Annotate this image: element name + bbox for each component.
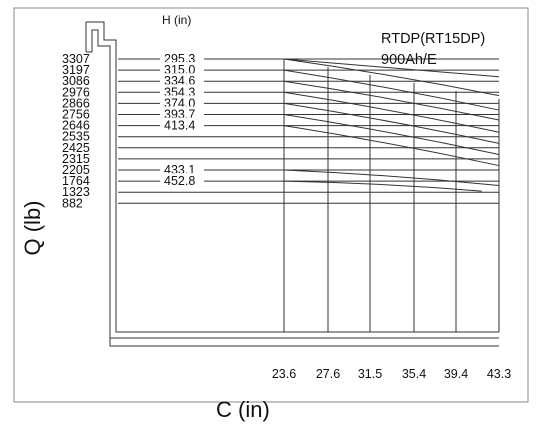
envelope-line: [283, 58, 500, 78]
x-tick-label: 31.5: [358, 367, 382, 381]
load-curve: [283, 91, 500, 133]
x-axis-title: C (in): [216, 397, 270, 422]
y-tick-label: 1323: [62, 185, 90, 199]
y-axis-title: Q (lb): [20, 201, 45, 256]
h-label-bg: [160, 173, 204, 185]
h-tick-label: 413.4: [164, 119, 195, 133]
h-label-bg: [160, 117, 204, 129]
x-tick-label: 35.4: [402, 367, 426, 381]
y-tick-label: 3197: [62, 63, 90, 77]
model-label: RTDP(RT15DP): [381, 31, 485, 47]
y-tick-label: 2646: [62, 119, 90, 133]
y-tick-label: 2315: [62, 152, 90, 166]
y-tick-label: 3307: [62, 52, 90, 66]
load-curve: [283, 69, 500, 111]
load-curve: [283, 58, 500, 97]
h-tick-label: 452.8: [164, 174, 195, 188]
h-axis-title: H (in): [162, 13, 191, 27]
h-label-bg: [160, 95, 204, 107]
h-label-bg: [160, 162, 204, 173]
load-curve: [283, 114, 500, 155]
y-tick-label: 2756: [62, 108, 90, 122]
load-curve: [283, 169, 500, 187]
h-label-bg: [160, 62, 204, 74]
mast-outline: [85, 21, 499, 347]
y-tick-label: 2976: [62, 85, 90, 99]
x-tick-label: 23.6: [272, 367, 296, 381]
y-tick-label: 2205: [62, 163, 90, 177]
y-tick-label: 1764: [62, 174, 90, 188]
y-tick-label: 2535: [62, 130, 90, 144]
x-tick-label: 27.6: [316, 367, 340, 381]
h-label-bg: [160, 51, 204, 62]
h-label-bg: [160, 106, 204, 118]
x-tick-label: 39.4: [444, 367, 468, 381]
spec-label: 900Ah/E: [381, 52, 437, 68]
chart-frame: [13, 7, 529, 403]
h-label-bg: [160, 73, 204, 85]
load-curve: [283, 180, 482, 192]
load-curve: [283, 125, 500, 167]
load-curve: [283, 102, 500, 144]
chart-labels: H (in) RTDP(RT15DP) 900Ah/E C (in) Q (lb…: [20, 13, 511, 422]
load-curve: [283, 80, 500, 121]
outer-frame: [13, 7, 529, 403]
y-tick-label: 3086: [62, 74, 90, 88]
h-label-bg: [160, 84, 204, 96]
load-curves: [283, 58, 500, 192]
y-tick-label: 2425: [62, 141, 90, 155]
y-tick-label: 882: [62, 196, 83, 210]
x-tick-label: 43.3: [487, 367, 511, 381]
y-tick-label: 2866: [62, 96, 90, 110]
